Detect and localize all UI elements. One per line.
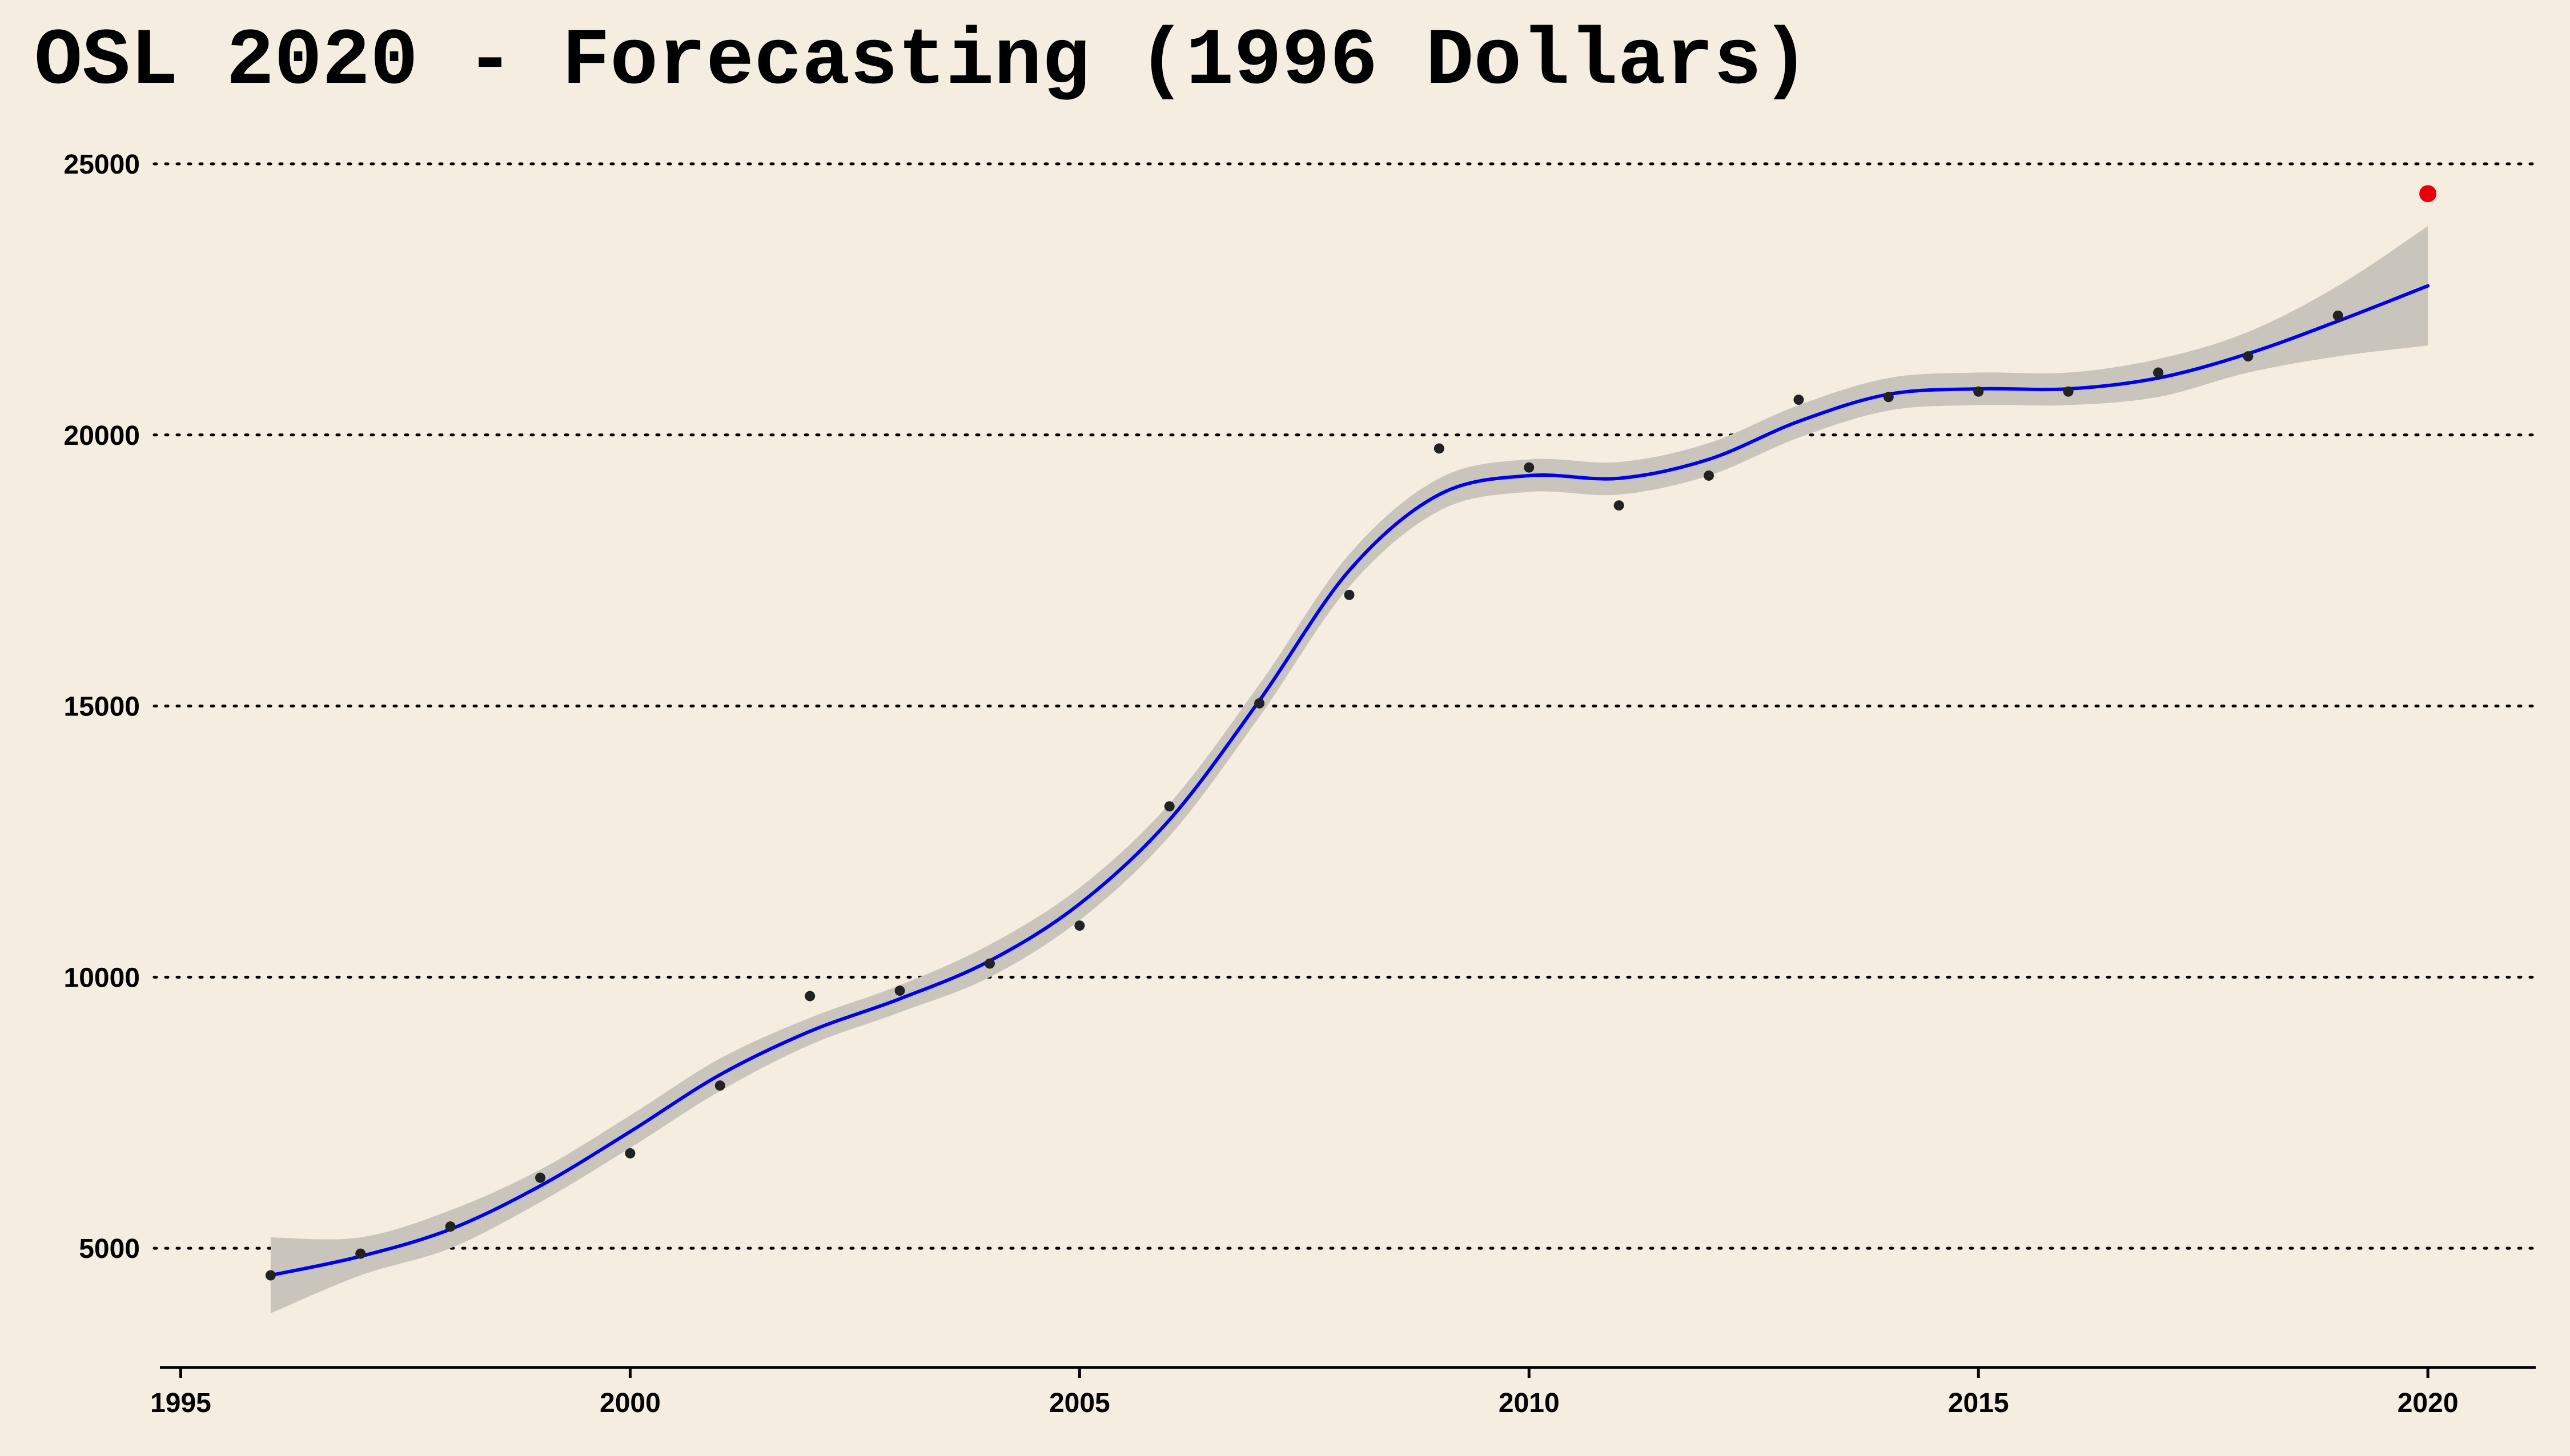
x-tick-label: 2020 [2398,1388,2459,1418]
x-axis-ticks: 1995 2000 2005 2010 2015 2020 [150,1367,2459,1418]
x-tick-label: 2010 [1499,1388,1560,1418]
y-tick-label: 15000 [64,692,140,722]
data-point [1074,920,1085,931]
data-point [894,986,905,996]
data-point [984,958,995,969]
data-point [355,1248,366,1259]
fit-line-layer [268,284,2430,1277]
data-point [2153,367,2163,378]
data-point [1973,386,1984,397]
x-tick-label: 2000 [600,1388,661,1418]
confidence-band-area [270,226,2428,1314]
data-point [1433,443,1444,454]
y-tick-label: 20000 [64,421,140,451]
y-axis-ticks: 5000 10000 15000 20000 25000 [64,150,140,1264]
data-point [805,991,816,1001]
y-tick-label: 25000 [64,150,140,180]
data-point [625,1148,636,1159]
data-point [1524,462,1535,473]
gridlines [152,162,2537,1250]
data-point [265,1270,276,1281]
chart-title: OSL 2020 - Forecasting (1996 Dollars) [34,17,1810,107]
x-tick-label: 2005 [1049,1388,1110,1418]
confidence-band [270,226,2428,1314]
data-point [1254,698,1265,709]
data-point [1704,470,1714,481]
data-point [1344,589,1355,600]
data-point [1613,500,1624,511]
data-point [535,1172,546,1183]
data-point [2243,351,2254,362]
data-point [2332,310,2343,321]
data-points [265,185,2437,1281]
y-tick-label: 10000 [64,963,140,993]
y-tick-label: 5000 [79,1234,140,1264]
data-point [2063,386,2074,397]
data-point [714,1080,725,1091]
x-tick-label: 1995 [150,1388,211,1418]
data-point [1793,395,1804,405]
data-point [1883,392,1894,403]
x-tick-label: 2015 [1948,1388,2009,1418]
fit-line [268,284,2430,1277]
data-point [445,1221,456,1232]
forecast-point [2419,185,2437,203]
data-point [1164,801,1175,812]
